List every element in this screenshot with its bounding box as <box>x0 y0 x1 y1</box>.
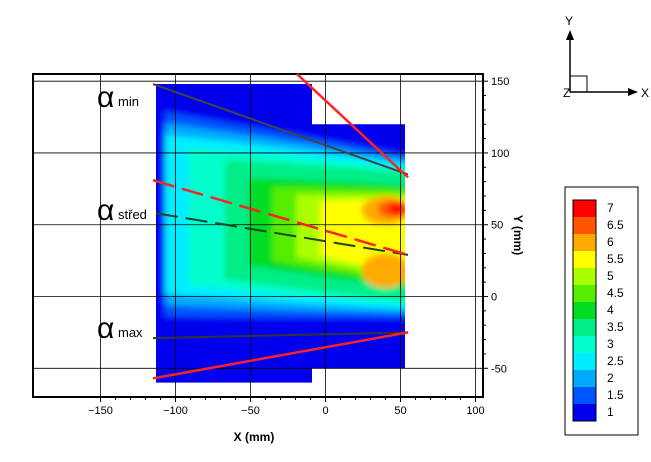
x-axis-ticks: −150 −100 −50 0 50 100 <box>88 397 485 417</box>
field-band <box>388 203 405 214</box>
annotation-alpha-stred: α střed <box>97 194 147 227</box>
svg-text:α: α <box>97 312 114 345</box>
svg-text:α: α <box>97 81 114 114</box>
legend-label: 2 <box>607 371 614 385</box>
legend-label: 4 <box>607 303 614 317</box>
x-tick-label: 50 <box>394 405 406 417</box>
axis-triad: Y X Z <box>563 14 649 100</box>
y-tick-label: -50 <box>491 363 507 375</box>
triad-x-label: X <box>641 86 649 100</box>
grid-lines <box>33 74 483 397</box>
color-legend: 7 6.5 6 5.5 5 4.5 4 3.5 3 2.5 2 1.5 1 <box>564 186 639 436</box>
alpha-max-dark <box>152 331 409 340</box>
triad-y-label: Y <box>565 14 573 28</box>
y-tick-label: 100 <box>491 148 509 160</box>
legend-label: 6 <box>607 235 614 249</box>
y-axis-ticks: -50 0 50 100 150 <box>483 76 509 375</box>
svg-text:α: α <box>97 194 114 227</box>
alpha-stred-red <box>152 179 409 257</box>
legend-swatch <box>573 251 596 268</box>
field-band <box>361 253 405 288</box>
x-tick-label: −100 <box>163 405 188 417</box>
angle-lines <box>152 73 409 380</box>
annotation-alpha-max: α max <box>97 312 143 345</box>
legend-swatch <box>573 387 596 404</box>
x-tick-label: 100 <box>466 405 484 417</box>
legend-swatch <box>573 302 596 319</box>
legend-swatch <box>573 217 596 234</box>
svg-text:max: max <box>118 325 143 340</box>
legend-label: 4.5 <box>607 286 624 300</box>
y-tick-label: 50 <box>491 220 503 232</box>
legend-swatch <box>573 353 596 370</box>
alpha-min-red <box>296 73 409 179</box>
x-tick-label: 0 <box>322 405 328 417</box>
x-axis-label: X (mm) <box>234 430 275 444</box>
legend-label: 2.5 <box>607 354 624 368</box>
y-axis-label: Y (mm) <box>511 215 525 255</box>
legend-swatch <box>573 404 596 421</box>
legend-label: 3.5 <box>607 320 624 334</box>
svg-text:min: min <box>118 94 139 109</box>
legend-swatch <box>573 268 596 285</box>
x-tick-label: −150 <box>88 405 113 417</box>
legend-swatch <box>573 200 596 217</box>
legend-label: 5 <box>607 269 614 283</box>
legend-swatch <box>573 234 596 251</box>
x-tick-label: −50 <box>241 405 260 417</box>
annotation-alpha-min: α min <box>97 81 139 114</box>
legend-label: 5.5 <box>607 252 624 266</box>
triad-z-label: Z <box>563 86 570 100</box>
legend-label: 1.5 <box>607 388 624 402</box>
y-tick-label: 150 <box>491 76 509 88</box>
legend-label: 7 <box>607 201 614 215</box>
legend-swatch <box>573 285 596 302</box>
alpha-stred-dark <box>155 212 409 256</box>
legend-swatch <box>573 336 596 353</box>
legend-label: 3 <box>607 337 614 351</box>
legend-label: 6.5 <box>607 218 624 232</box>
y-tick-label: 0 <box>491 292 497 304</box>
legend-label: 1 <box>607 405 614 419</box>
alpha-min-line <box>152 83 409 176</box>
svg-text:střed: střed <box>118 207 147 222</box>
legend-swatch <box>573 370 596 387</box>
legend-swatch <box>573 319 596 336</box>
alpha-max-red <box>152 331 409 380</box>
